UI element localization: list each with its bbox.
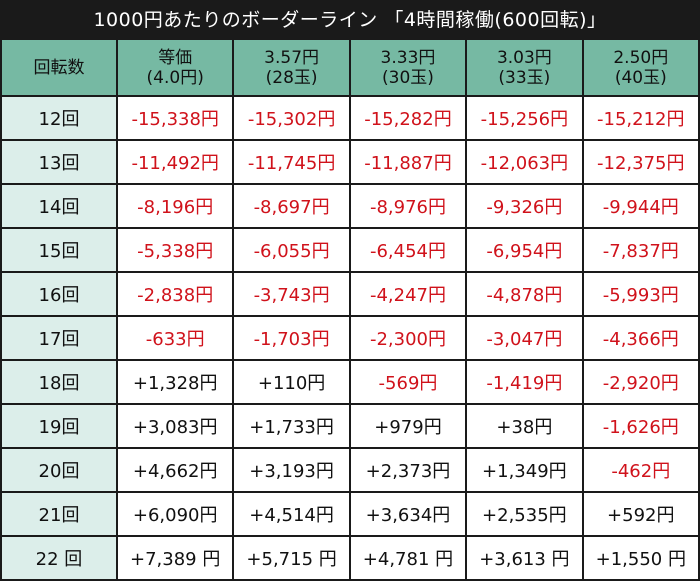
row-header-spins: 15回 bbox=[0, 227, 118, 273]
value-cell: -15,212円 bbox=[581, 95, 700, 141]
row-header-spins: 22 回 bbox=[0, 535, 118, 581]
table-row: 14回 -8,196円 -8,697円 -8,976円 -9,326円 -9,944円 bbox=[0, 183, 700, 229]
value-cell: -4,366円 bbox=[581, 315, 700, 361]
table-header-row: 回転数 等価 (4.0円) 3.57円 (28玉) 3.33円 (30玉) 3.03円… bbox=[0, 38, 700, 97]
value-cell: -4,247円 bbox=[348, 271, 468, 317]
value-cell: -11,492円 bbox=[115, 139, 235, 185]
table-row: 19回 +3,083円 +1,733円 +979円 +38円 -1,626円 bbox=[0, 403, 700, 449]
value-cell: +1,733円 bbox=[232, 403, 351, 449]
value-cell: -1,703円 bbox=[232, 315, 351, 361]
value-cell: -11,887円 bbox=[348, 139, 468, 185]
border-line-table: 回転数 等価 (4.0円) 3.57円 (28玉) 3.33円 (30玉) 3.03円… bbox=[0, 38, 700, 581]
value-cell: +3,634円 bbox=[348, 491, 468, 537]
column-header: 3.03円 (33玉) bbox=[465, 38, 584, 97]
value-cell: -1,419円 bbox=[465, 359, 584, 405]
page-title: 1000円あたりのボーダーライン 「4時間稼働(600回転)」 bbox=[93, 9, 607, 31]
table-row: 20回 +4,662円 +3,193円 +2,373円 +1,349円 -462円 bbox=[0, 447, 700, 493]
table-row: 16回 -2,838円 -3,743円 -4,247円 -4,878円 -5,993円 bbox=[0, 271, 700, 317]
value-cell: -15,256円 bbox=[465, 95, 584, 141]
row-header-spins: 17回 bbox=[0, 315, 118, 361]
value-cell: -11,745円 bbox=[232, 139, 351, 185]
value-cell: +5,715 円 bbox=[232, 535, 351, 581]
value-cell: +4,781 円 bbox=[348, 535, 468, 581]
value-cell: +3,083円 bbox=[115, 403, 235, 449]
value-cell: +6,090円 bbox=[115, 491, 235, 537]
value-cell: +38円 bbox=[465, 403, 584, 449]
table-body: 12回 -15,338円 -15,302円 -15,282円 -15,256円 -15,2… bbox=[0, 95, 700, 581]
value-cell: +1,328円 bbox=[115, 359, 235, 405]
table-row: 15回 -5,338円 -6,055円 -6,454円 -6,954円 -7,837円 bbox=[0, 227, 700, 273]
value-cell: -8,976円 bbox=[348, 183, 468, 229]
column-header: 3.57円 (28玉) bbox=[232, 38, 351, 97]
value-cell: -15,302円 bbox=[232, 95, 351, 141]
value-cell: +1,550 円 bbox=[581, 535, 700, 581]
value-cell: +3,193円 bbox=[232, 447, 351, 493]
row-header-spins: 20回 bbox=[0, 447, 118, 493]
row-header-spins: 16回 bbox=[0, 271, 118, 317]
value-cell: -12,063円 bbox=[465, 139, 584, 185]
value-cell: -9,944円 bbox=[581, 183, 700, 229]
row-header-spins: 14回 bbox=[0, 183, 118, 229]
value-cell: -569円 bbox=[348, 359, 468, 405]
value-cell: -15,282円 bbox=[348, 95, 468, 141]
value-cell: -1,626円 bbox=[581, 403, 700, 449]
value-cell: +1,349円 bbox=[465, 447, 584, 493]
table-row: 12回 -15,338円 -15,302円 -15,282円 -15,256円 -15,2… bbox=[0, 95, 700, 141]
column-header: 等価 (4.0円) bbox=[115, 38, 235, 97]
value-cell: -5,338円 bbox=[115, 227, 235, 273]
value-cell: +110円 bbox=[232, 359, 351, 405]
value-cell: -3,743円 bbox=[232, 271, 351, 317]
table-row: 13回 -11,492円 -11,745円 -11,887円 -12,063円 -12,3… bbox=[0, 139, 700, 185]
value-cell: +979円 bbox=[348, 403, 468, 449]
value-cell: -2,838円 bbox=[115, 271, 235, 317]
value-cell: +592円 bbox=[581, 491, 700, 537]
value-cell: +7,389 円 bbox=[115, 535, 235, 581]
value-cell: +2,373円 bbox=[348, 447, 468, 493]
row-header-spins: 21回 bbox=[0, 491, 118, 537]
value-cell: -15,338円 bbox=[115, 95, 235, 141]
value-cell: -9,326円 bbox=[465, 183, 584, 229]
value-cell: -7,837円 bbox=[581, 227, 700, 273]
value-cell: -12,375円 bbox=[581, 139, 700, 185]
value-cell: -4,878円 bbox=[465, 271, 584, 317]
value-cell: -8,196円 bbox=[115, 183, 235, 229]
row-header-spins: 19回 bbox=[0, 403, 118, 449]
value-cell: +4,514円 bbox=[232, 491, 351, 537]
value-cell: -633円 bbox=[115, 315, 235, 361]
row-header-spins: 18回 bbox=[0, 359, 118, 405]
table-row: 21回 +6,090円 +4,514円 +3,634円 +2,535円 +592円 bbox=[0, 491, 700, 537]
value-cell: -3,047円 bbox=[465, 315, 584, 361]
value-cell: -462円 bbox=[581, 447, 700, 493]
column-header: 3.33円 (30玉) bbox=[348, 38, 468, 97]
table-row: 18回 +1,328円 +110円 -569円 -1,419円 -2,920円 bbox=[0, 359, 700, 405]
value-cell: +3,613 円 bbox=[465, 535, 584, 581]
column-header: 2.50円 (40玉) bbox=[581, 38, 700, 97]
value-cell: -2,300円 bbox=[348, 315, 468, 361]
value-cell: -5,993円 bbox=[581, 271, 700, 317]
value-cell: +4,662円 bbox=[115, 447, 235, 493]
value-cell: -2,920円 bbox=[581, 359, 700, 405]
value-cell: -6,454円 bbox=[348, 227, 468, 273]
value-cell: -6,954円 bbox=[465, 227, 584, 273]
value-cell: -8,697円 bbox=[232, 183, 351, 229]
value-cell: -6,055円 bbox=[232, 227, 351, 273]
corner-header: 回転数 bbox=[0, 38, 118, 97]
table-row: 17回 -633円 -1,703円 -2,300円 -3,047円 -4,366円 bbox=[0, 315, 700, 361]
row-header-spins: 12回 bbox=[0, 95, 118, 141]
value-cell: +2,535円 bbox=[465, 491, 584, 537]
table-row: 22 回 +7,389 円 +5,715 円 +4,781 円 +3,613 円 +1,5… bbox=[0, 535, 700, 581]
row-header-spins: 13回 bbox=[0, 139, 118, 185]
